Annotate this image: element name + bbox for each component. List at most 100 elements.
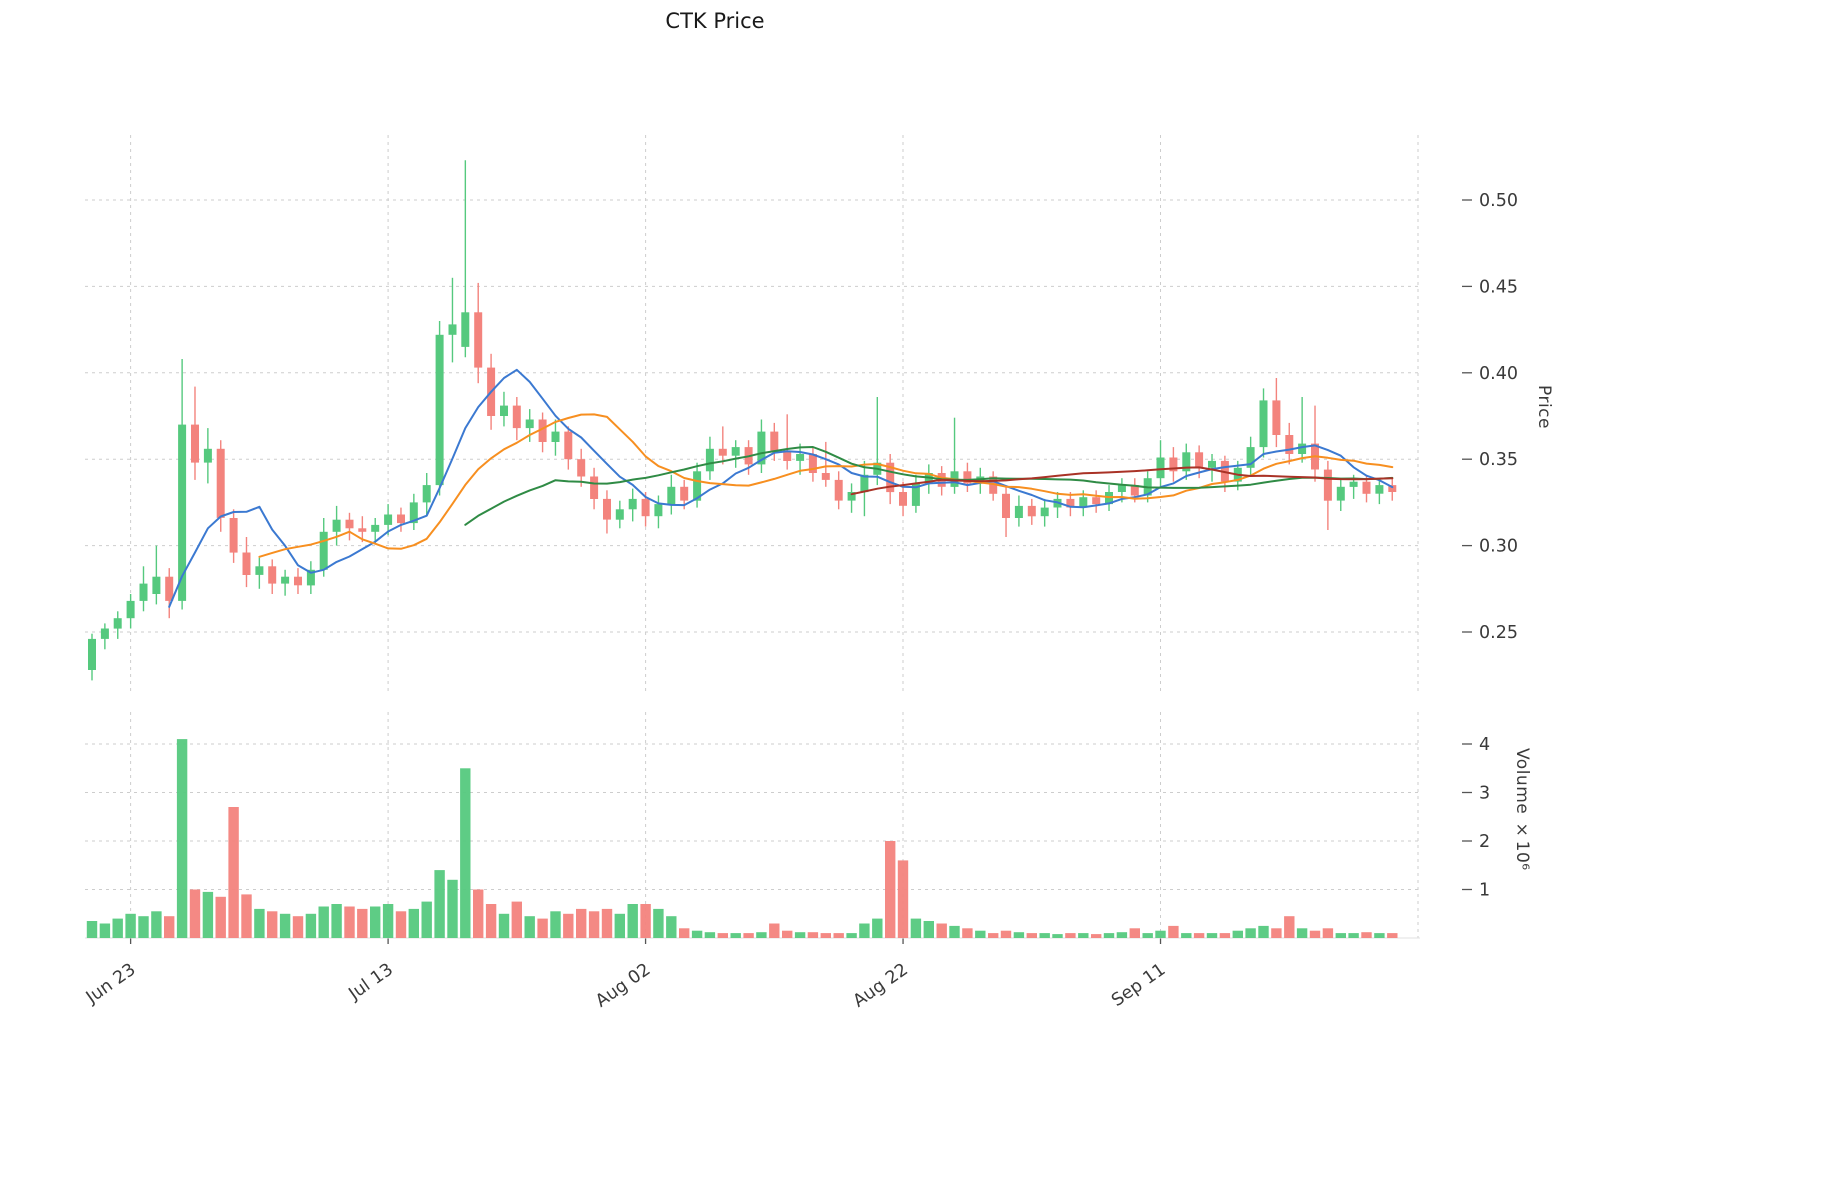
candle-body: [1285, 435, 1294, 454]
volume-bar: [743, 933, 754, 938]
volume-bar: [859, 923, 870, 938]
volume-bar: [782, 930, 793, 938]
volume-bar: [910, 918, 922, 938]
volume-bar: [279, 913, 291, 939]
volume-bar: [473, 889, 484, 938]
volume-bar: [1078, 933, 1089, 938]
candle-body: [1362, 481, 1371, 494]
candle-body: [590, 476, 599, 499]
volume-axis-label: Volume ×10⁶: [1512, 748, 1532, 871]
volume-bar: [1232, 930, 1243, 938]
volume-bar: [1374, 933, 1385, 938]
volume-bar: [254, 908, 265, 938]
volume-bar: [1219, 933, 1231, 938]
candle-body: [409, 502, 418, 524]
chart-title: CTK Price: [665, 9, 765, 33]
volume-bar: [563, 913, 574, 939]
volume-bar: [833, 933, 844, 938]
candle-body: [1246, 447, 1255, 468]
candle-body: [1079, 497, 1088, 508]
volume-bar: [1026, 933, 1037, 938]
volume-bar: [112, 918, 123, 938]
candle-body: [628, 498, 637, 510]
volume-bar: [627, 904, 638, 938]
candle-body: [705, 448, 714, 472]
volume-bar: [1284, 916, 1295, 938]
candle-body: [1375, 485, 1384, 494]
volume-bar: [923, 921, 934, 938]
volume-tick-label: 2: [1479, 832, 1490, 852]
volume-bar: [498, 913, 510, 939]
volume-bar: [1129, 928, 1140, 938]
candle-body: [796, 454, 805, 461]
ma-line-ma30: [464, 446, 1394, 526]
volume-bar: [601, 908, 613, 938]
volume-bar: [962, 928, 973, 938]
candle-body: [332, 519, 341, 532]
candle-body: [1156, 457, 1165, 479]
volume-bar: [988, 933, 999, 938]
candle-body: [1014, 505, 1023, 518]
candle-body: [847, 492, 856, 501]
price-tick-label: 0.45: [1479, 277, 1518, 297]
candle-body: [667, 486, 676, 505]
volume-bar: [576, 908, 587, 938]
candle-body: [1182, 452, 1191, 472]
candle-body: [1002, 493, 1010, 518]
ma-line-ma60: [850, 466, 1394, 496]
volume-bar: [1155, 930, 1166, 938]
volume-bar: [408, 908, 419, 938]
volume-bar: [936, 923, 947, 938]
volume-bar: [1052, 934, 1063, 938]
candle-body: [319, 531, 328, 570]
volume-bar: [421, 901, 432, 938]
volume-tick-label: 4: [1479, 735, 1490, 755]
volume-bar: [228, 807, 239, 938]
volume-bar: [1309, 930, 1321, 938]
volume-bar: [897, 860, 909, 938]
volume-bar: [820, 933, 831, 938]
volume-bar: [1116, 932, 1128, 938]
volume-bar: [305, 913, 317, 939]
candle-body: [1298, 443, 1307, 454]
volume-bar: [653, 908, 664, 938]
price-tick-label: 0.35: [1479, 450, 1518, 470]
volume-tick-label: 1: [1479, 881, 1490, 901]
volume-bar: [357, 908, 368, 938]
candle-body: [281, 576, 290, 584]
candle-body: [203, 448, 212, 463]
volume-bar: [730, 933, 741, 938]
volume-bar: [872, 918, 883, 938]
x-tick-label: Aug 02: [592, 960, 654, 1012]
volume-bar: [189, 889, 201, 938]
volume-bar: [382, 904, 394, 938]
candle-body: [1027, 505, 1036, 517]
volume-bar: [1013, 932, 1025, 938]
volume-bar: [1322, 928, 1334, 938]
volume-bar: [640, 904, 651, 938]
volume-bar: [1245, 928, 1256, 938]
candle-body: [1272, 400, 1281, 435]
candle-body: [191, 424, 199, 463]
candle-body: [757, 431, 766, 465]
volume-bar: [1348, 933, 1359, 938]
price-tick-label: 0.50: [1479, 191, 1518, 211]
volume-bar: [1181, 933, 1192, 938]
candle-body: [88, 638, 96, 670]
candle-body: [255, 566, 264, 575]
candle-body: [306, 569, 315, 586]
candle-body: [126, 600, 135, 619]
candle-body: [512, 405, 521, 429]
candle-body: [1130, 485, 1139, 496]
candle-body: [216, 448, 225, 518]
candle-body: [100, 628, 109, 639]
volume-bar: [524, 916, 535, 938]
candle-body: [1208, 460, 1216, 468]
candle-body: [474, 312, 483, 368]
volume-bar: [1193, 933, 1205, 938]
x-tick-label: Aug 22: [850, 960, 912, 1012]
candle-body: [525, 419, 534, 429]
candle-body: [641, 498, 650, 517]
